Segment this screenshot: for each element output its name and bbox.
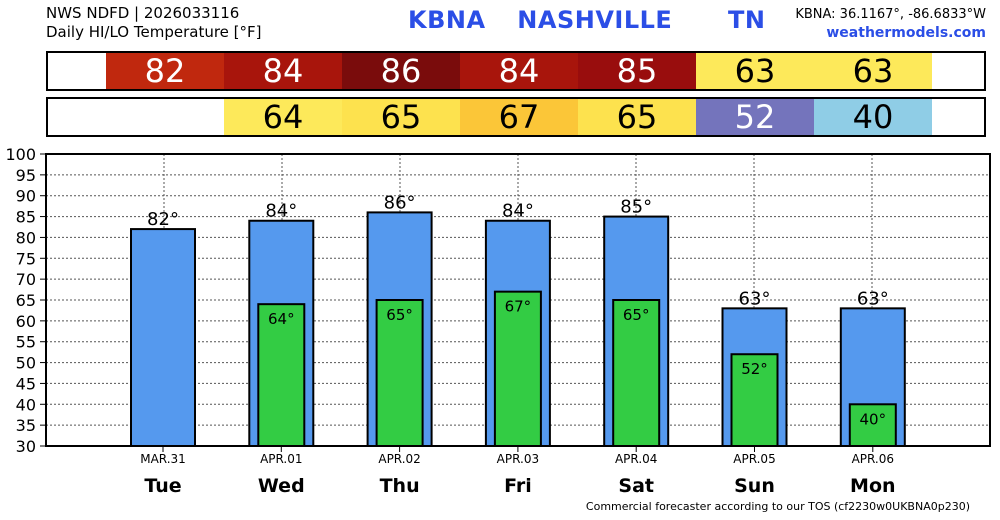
high-bar-label: 84° xyxy=(265,201,297,222)
y-tick-label: 85 xyxy=(16,208,36,227)
high-bar-label: 86° xyxy=(384,192,416,213)
station-coords: KBNA: 36.1167°, -86.6833°W xyxy=(795,7,986,22)
y-tick-label: 75 xyxy=(16,249,36,268)
y-tick-label: 60 xyxy=(16,312,36,331)
low-bar xyxy=(730,353,779,448)
station-title: KBNA NASHVILLE TN xyxy=(408,6,765,34)
high-temp-cell: 85 xyxy=(578,53,696,89)
low-temp-cell: 64 xyxy=(224,99,342,135)
low-bar xyxy=(493,290,542,447)
low-temp-strip: 64 65 67 65 52 40 xyxy=(46,97,986,137)
y-tick-label: 100 xyxy=(5,145,36,164)
x-date-label: APR.03 xyxy=(497,452,539,466)
high-bar-label: 63° xyxy=(739,288,771,309)
x-date-label: APR.04 xyxy=(615,452,657,466)
high-temp-cell: 63 xyxy=(814,53,932,89)
low-bar-label: 52° xyxy=(741,360,768,378)
low-bar xyxy=(848,403,897,447)
chart-subtitle: Daily HI/LO Temperature [°F] xyxy=(46,23,262,41)
y-tick-label: 80 xyxy=(16,228,36,247)
low-bar-label: 40° xyxy=(860,410,887,428)
station-id: KBNA xyxy=(408,6,486,34)
x-day-label: Mon xyxy=(850,475,896,497)
x-date-label: APR.01 xyxy=(260,452,302,466)
y-tick-label: 70 xyxy=(16,270,36,289)
x-day-label: Wed xyxy=(258,475,305,497)
low-bar xyxy=(375,299,424,447)
y-tick-label: 35 xyxy=(16,416,36,435)
low-bar-label: 67° xyxy=(505,298,532,316)
high-bar xyxy=(130,228,196,447)
y-tick-label: 40 xyxy=(16,395,36,414)
station-name: NASHVILLE xyxy=(517,6,673,34)
y-tick-label: 30 xyxy=(16,437,36,456)
x-date-label: APR.02 xyxy=(378,452,420,466)
x-day-label: Fri xyxy=(504,475,532,497)
high-bar-label: 85° xyxy=(620,197,652,218)
x-day-label: Thu xyxy=(380,475,420,497)
y-tick-label: 95 xyxy=(16,166,36,185)
low-bar-label: 64° xyxy=(268,310,295,328)
high-bar-label: 84° xyxy=(502,201,534,222)
low-temp-cell: 52 xyxy=(696,99,814,135)
low-temp-cell: 65 xyxy=(578,99,696,135)
y-tick-label: 45 xyxy=(16,374,36,393)
high-temp-cell: 86 xyxy=(342,53,460,89)
y-tick-label: 65 xyxy=(16,291,36,310)
low-temp-cell xyxy=(106,99,224,135)
low-temp-cell: 67 xyxy=(460,99,578,135)
station-state: TN xyxy=(728,6,766,34)
x-day-label: Tue xyxy=(144,475,181,497)
header-right: KBNA: 36.1167°, -86.6833°W weathermodels… xyxy=(795,6,986,42)
site-link[interactable]: weathermodels.com xyxy=(826,25,986,41)
high-temp-cell: 84 xyxy=(460,53,578,89)
high-bar-label: 63° xyxy=(857,288,889,309)
x-date-label: APR.05 xyxy=(733,452,775,466)
source-line: NWS NDFD | 2026033116 xyxy=(46,4,240,22)
low-temp-cell: 65 xyxy=(342,99,460,135)
low-bar xyxy=(612,299,661,447)
low-bar-label: 65° xyxy=(386,306,413,324)
high-temp-strip: 82 84 86 84 85 63 63 xyxy=(46,51,986,91)
low-temp-cell: 40 xyxy=(814,99,932,135)
x-date-label: APR.06 xyxy=(852,452,894,466)
header-left: NWS NDFD | 2026033116 Daily HI/LO Temper… xyxy=(46,4,262,42)
footer-note: Commercial forecaster according to our T… xyxy=(585,500,970,513)
y-tick-label: 50 xyxy=(16,354,36,373)
high-temp-cell: 82 xyxy=(106,53,224,89)
x-day-label: Sun xyxy=(734,475,775,497)
high-bar-label: 82° xyxy=(147,209,179,230)
high-temp-cell: 84 xyxy=(224,53,342,89)
y-tick-label: 55 xyxy=(16,333,36,352)
high-temp-cell: 63 xyxy=(696,53,814,89)
x-day-label: Sat xyxy=(618,475,654,497)
low-bar-label: 65° xyxy=(623,306,650,324)
y-tick-label: 90 xyxy=(16,187,36,206)
x-date-label: MAR.31 xyxy=(140,452,186,466)
